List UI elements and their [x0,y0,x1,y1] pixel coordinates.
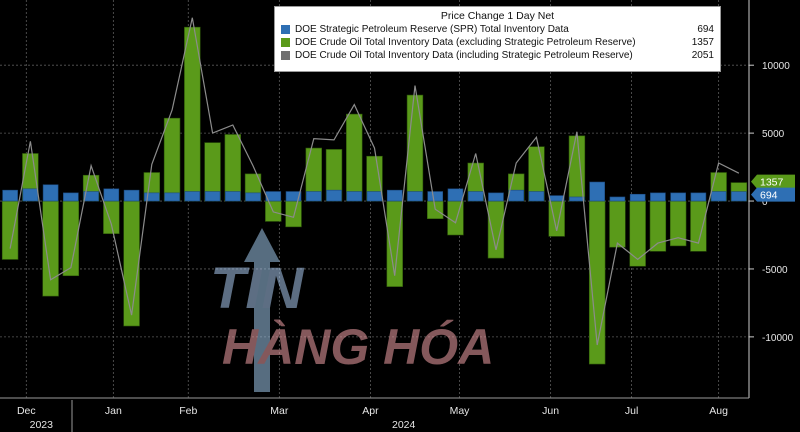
bar-spr [690,192,707,202]
bar-spr [589,181,605,202]
x-month-label: Jan [105,405,122,417]
bar-spr [42,184,59,202]
bar-spr [609,196,626,202]
legend-entry-spr: DOE Strategic Petroleum Reserve (SPR) To… [281,23,714,36]
x-month-label: Aug [709,405,728,417]
bar-excl-spr [285,200,302,228]
y-tick-label: -5000 [762,265,788,276]
bar-spr [22,188,39,202]
bar-excl-spr [224,134,241,202]
bar-spr [346,191,363,202]
bar-excl-spr [406,94,424,202]
y-tick-label: -10000 [762,333,794,344]
value-tag: 1357 [751,174,795,189]
value-tag-label: 1357 [760,177,784,189]
bar-excl-spr [346,113,363,202]
bar-spr [427,191,444,202]
legend-entry-excl: DOE Crude Oil Total Inventory Data (excl… [281,36,714,49]
bar-spr [710,191,727,202]
bar-spr [204,191,221,202]
bar-spr [629,193,646,202]
y-tick-label: 10000 [762,61,790,72]
bar-spr [731,191,747,202]
bar-spr [103,188,120,202]
bar-spr [548,195,565,202]
x-month-label: Dec [17,405,36,417]
value-tag-shape [751,174,795,189]
y-tick-label: 0 [762,197,768,208]
bars-layer [1,26,748,365]
x-month-label: Jul [625,405,638,417]
total-line-layer [9,17,740,346]
bar-spr [569,196,585,202]
bar-spr [225,191,241,202]
legend-label-incl: DOE Crude Oil Total Inventory Data (incl… [295,50,633,61]
bar-spr [366,191,383,202]
x-month-label: Apr [362,405,379,417]
legend-value-spr: 694 [697,24,714,35]
x-month-label: May [450,405,471,417]
bar-excl-spr [42,200,59,297]
legend: Price Change 1 Day Net DOE Strategic Pet… [274,6,721,72]
bar-excl-spr [163,117,181,202]
x-month-label: Mar [270,405,289,417]
x-year-label: 2023 [30,419,54,431]
legend-title: Price Change 1 Day Net [440,10,555,22]
x-month-label: Feb [179,405,197,417]
legend-swatch-spr [281,25,290,34]
bar-spr [144,192,160,202]
x-month-label: Jun [542,405,559,417]
bar-spr [326,189,342,202]
x-year-label: 2024 [392,419,416,431]
legend-label-spr: DOE Strategic Petroleum Reserve (SPR) To… [295,24,569,35]
legend-label-excl: DOE Crude Oil Total Inventory Data (excl… [295,37,636,48]
bar-excl-spr [1,200,19,260]
bar-spr [123,189,140,202]
bar-excl-spr [103,200,120,234]
bar-excl-spr [690,200,707,252]
bar-excl-spr [123,200,140,327]
bar-excl-spr [184,26,201,202]
bar-spr [508,189,524,202]
value-tag: 694 [751,187,795,202]
legend-value-excl: 1357 [691,37,714,48]
bar-spr [83,191,99,202]
bar-spr [164,192,180,202]
bar-spr [184,191,201,202]
bar-excl-spr [629,200,646,267]
legend-swatch-incl [281,51,290,60]
bar-spr [488,192,504,202]
y-tick-label: 5000 [762,129,785,140]
bar-spr [386,189,403,202]
bar-spr [407,191,423,202]
bar-spr [670,192,686,202]
bar-spr [2,189,18,202]
bar-spr [305,191,322,202]
bar-spr [467,191,484,202]
value-tag-shape [751,187,795,202]
bar-excl-spr [609,200,626,248]
legend-entry-incl: DOE Crude Oil Total Inventory Data (incl… [281,49,714,62]
bar-spr [650,192,666,202]
value-tag-label: 694 [760,190,778,202]
legend-swatch-excl [281,38,290,47]
bar-spr [63,192,79,202]
legend-value-incl: 2051 [691,50,714,61]
bar-excl-spr [447,200,464,236]
bar-spr [285,191,302,202]
bar-spr [245,192,261,202]
bar-spr [447,188,464,202]
bar-spr [528,191,545,202]
